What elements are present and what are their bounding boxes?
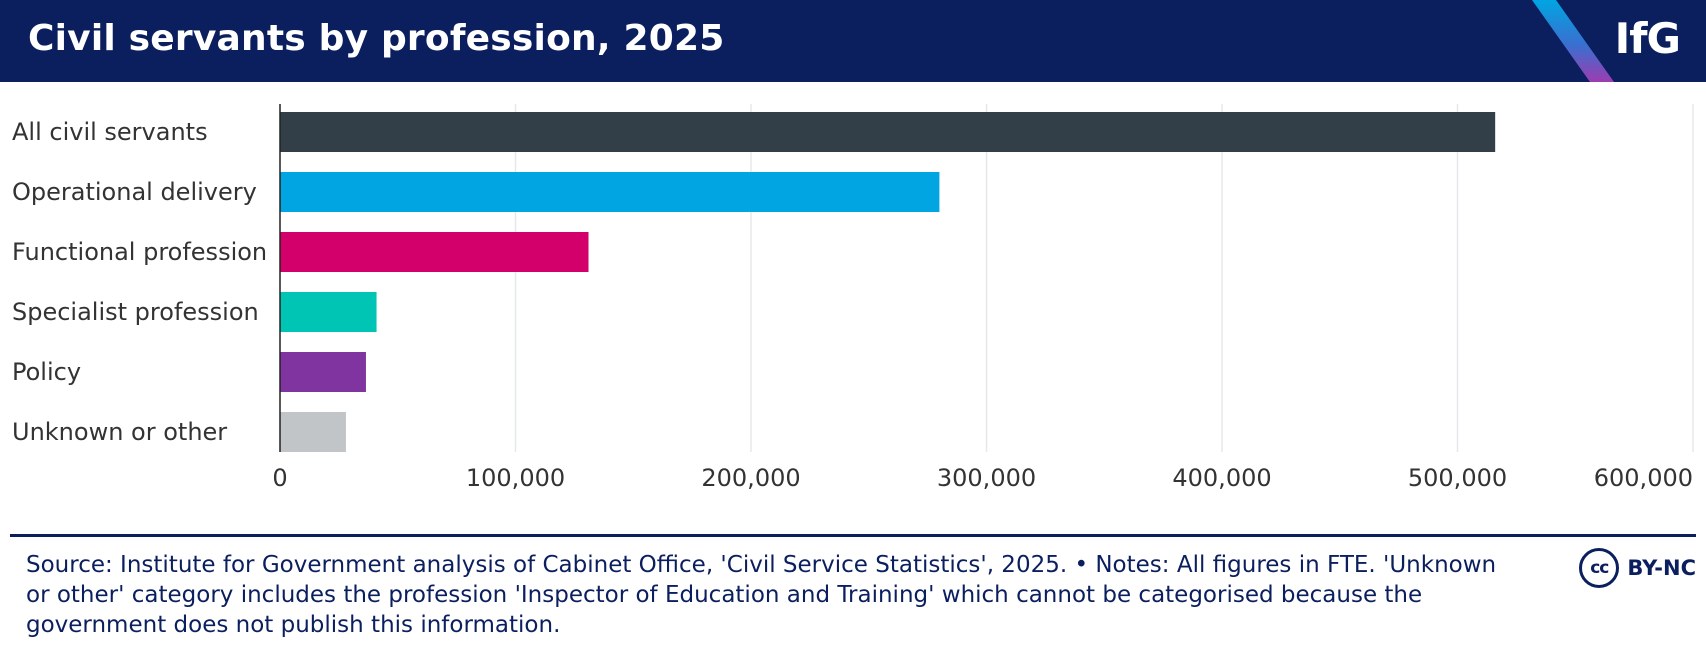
ifg-logo: IfG xyxy=(1614,14,1681,63)
x-tick-label: 300,000 xyxy=(937,464,1036,492)
bar xyxy=(280,112,1496,152)
bar xyxy=(280,292,377,332)
bar xyxy=(280,412,346,452)
creative-commons-icon: cc xyxy=(1579,548,1620,588)
bar-chart: All civil servants Operational delivery Fu… xyxy=(12,104,1694,492)
category-label: Functional profession xyxy=(12,238,267,266)
license-badge[interactable]: cc BY-NC xyxy=(1579,548,1696,588)
x-tick-label: 100,000 xyxy=(466,464,565,492)
x-tick-label: 500,000 xyxy=(1408,464,1507,492)
category-label: Unknown or other xyxy=(12,418,227,446)
x-tick-label: 0 xyxy=(272,464,287,492)
footer-divider xyxy=(10,534,1696,537)
license-label: BY-NC xyxy=(1627,556,1696,580)
chart-header: Civil servants by profession, 2025 IfG xyxy=(0,0,1706,82)
x-tick-label: 600,000 xyxy=(1594,464,1693,492)
x-tick-label: 400,000 xyxy=(1172,464,1271,492)
bar xyxy=(280,172,940,212)
bar xyxy=(280,352,366,392)
category-label: Policy xyxy=(12,358,81,386)
logo-stripe-icon xyxy=(1532,0,1614,82)
bar xyxy=(280,232,589,272)
category-label: Operational delivery xyxy=(12,178,257,206)
x-tick-label: 200,000 xyxy=(701,464,800,492)
chart-title: Civil servants by profession, 2025 xyxy=(28,18,725,59)
source-note: Source: Institute for Government analysi… xyxy=(26,552,1497,638)
category-label: All civil servants xyxy=(12,118,208,146)
category-label: Specialist profession xyxy=(12,298,259,326)
